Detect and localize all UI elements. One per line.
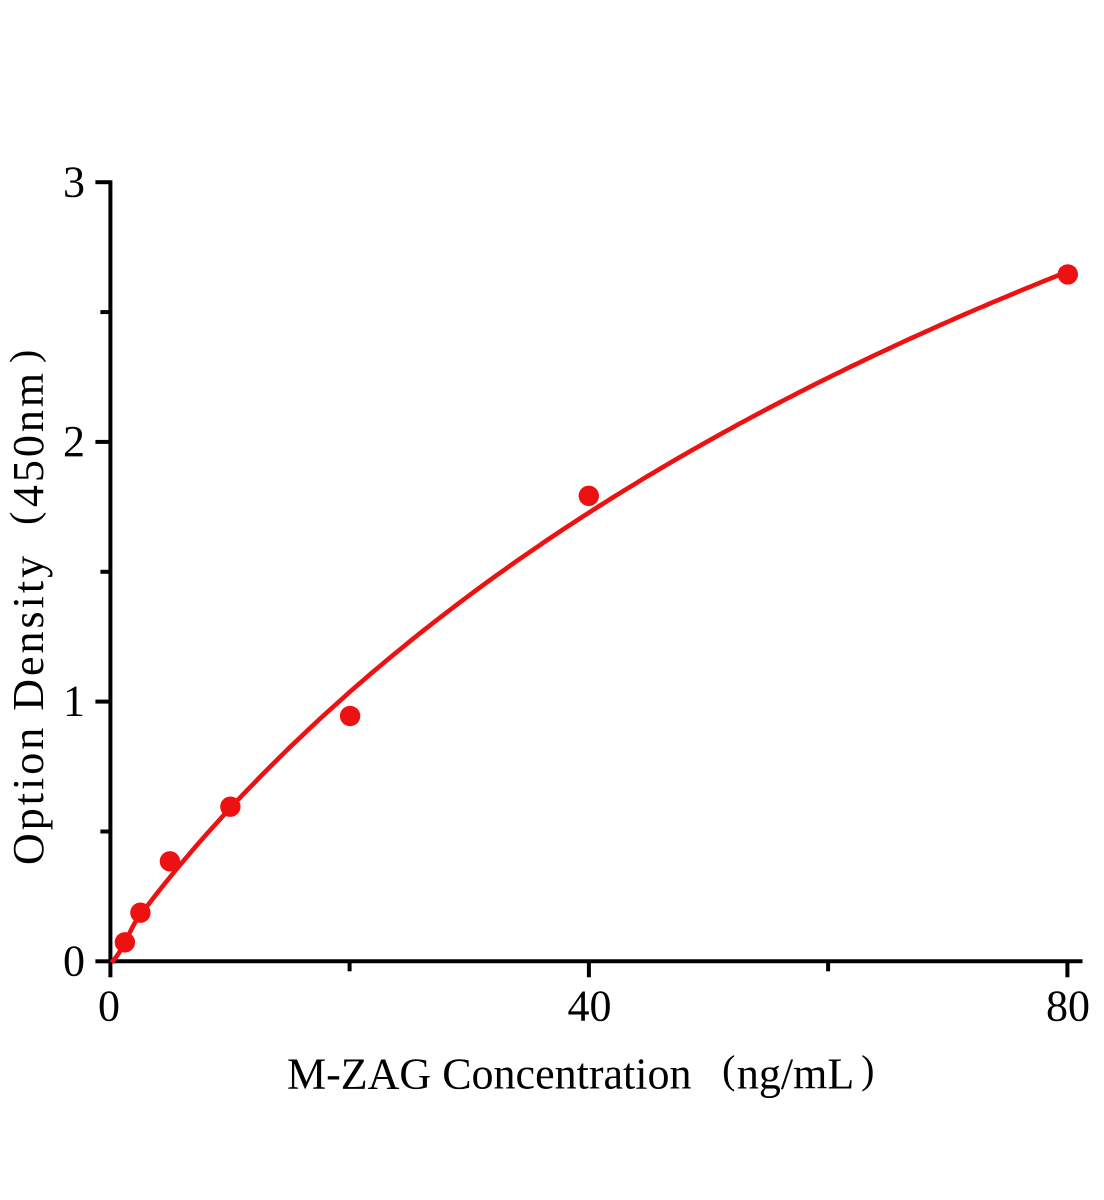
- svg-text:2: 2: [63, 417, 85, 466]
- svg-text:40: 40: [568, 982, 612, 1031]
- svg-text:Option Density(450nm): Option Density(450nm): [2, 347, 54, 865]
- svg-text:M-ZAG Concentration(ng/mL): M-ZAG Concentration (ng/mL): [287, 1047, 874, 1099]
- svg-text:80: 80: [1046, 982, 1090, 1031]
- svg-text:0: 0: [63, 936, 85, 985]
- svg-text:3: 3: [63, 157, 85, 206]
- svg-text:1: 1: [63, 677, 85, 726]
- svg-text:0: 0: [98, 982, 120, 1031]
